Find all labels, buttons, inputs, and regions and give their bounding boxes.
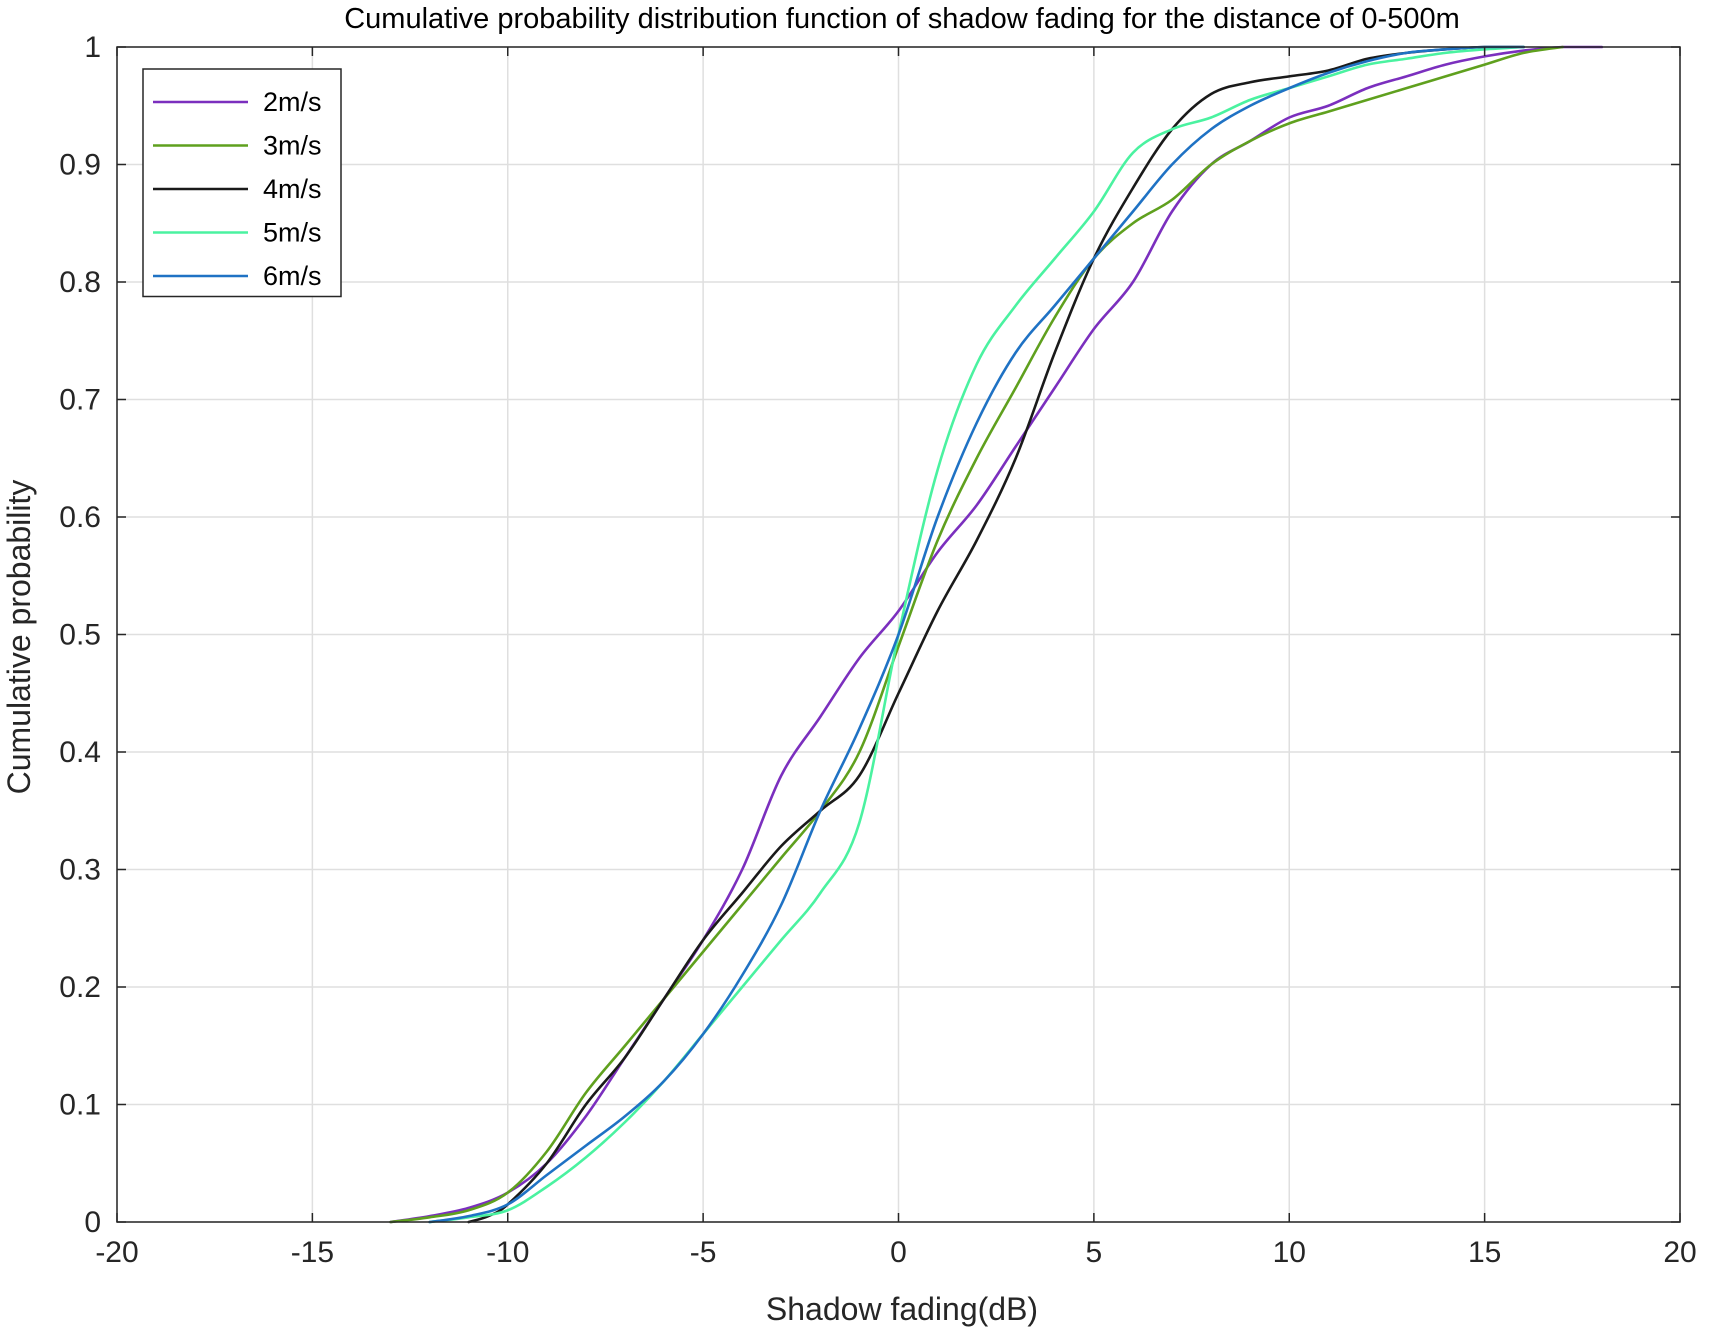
series-line-3m-s bbox=[389, 45, 1565, 1224]
series-layer bbox=[389, 45, 1604, 1224]
x-axis-title: Shadow fading(dB) bbox=[766, 1291, 1038, 1327]
series-line-6m-s bbox=[428, 45, 1525, 1224]
y-tick-label: 0.3 bbox=[59, 854, 101, 887]
x-tick-label: 0 bbox=[890, 1236, 907, 1269]
y-tick-label: 0.1 bbox=[59, 1089, 101, 1122]
grid-lines bbox=[116, 46, 1681, 1223]
legend-label: 4m/s bbox=[263, 174, 322, 204]
legend-box bbox=[142, 68, 342, 298]
legend: 2m/s 3m/s 4m/s 5m/s 6m/s bbox=[142, 68, 342, 298]
x-tick-label: -20 bbox=[95, 1236, 138, 1269]
y-tick-label: 0.5 bbox=[59, 619, 101, 652]
y-tick-label: 0.7 bbox=[59, 384, 101, 417]
chart-title: Cumulative probability distribution func… bbox=[344, 3, 1460, 35]
x-tick-label: 5 bbox=[1086, 1236, 1103, 1269]
y-axis-title: Cumulative probability bbox=[1, 480, 37, 795]
series-line-2m-s bbox=[389, 45, 1604, 1224]
legend-label: 3m/s bbox=[263, 131, 322, 161]
x-tick-label: 20 bbox=[1663, 1236, 1696, 1269]
x-tick-label: 10 bbox=[1273, 1236, 1306, 1269]
y-tick-label: 0.8 bbox=[59, 266, 101, 299]
y-tick-label: 0.2 bbox=[59, 971, 101, 1004]
x-tick-label: -5 bbox=[690, 1236, 717, 1269]
series-line-5m-s bbox=[428, 45, 1525, 1224]
y-tick-label: 1 bbox=[84, 31, 101, 64]
legend-label: 6m/s bbox=[263, 261, 322, 291]
y-tick-label: 0.9 bbox=[59, 149, 101, 182]
legend-label: 2m/s bbox=[263, 87, 322, 117]
x-tick-label: 15 bbox=[1468, 1236, 1501, 1269]
axis-ticks: -20 -15 -10 -5 0 5 10 15 20 0 0.1 0.2 0.3 0.4 0.5 0.6 0.… bbox=[59, 31, 1696, 1269]
y-tick-label: 0 bbox=[84, 1206, 101, 1239]
legend-label: 5m/s bbox=[263, 218, 322, 248]
series-line-4m-s bbox=[467, 45, 1525, 1224]
y-tick-label: 0.4 bbox=[59, 736, 101, 769]
x-tick-label: -15 bbox=[291, 1236, 334, 1269]
y-tick-label: 0.6 bbox=[59, 501, 101, 534]
x-tick-label: -10 bbox=[486, 1236, 529, 1269]
